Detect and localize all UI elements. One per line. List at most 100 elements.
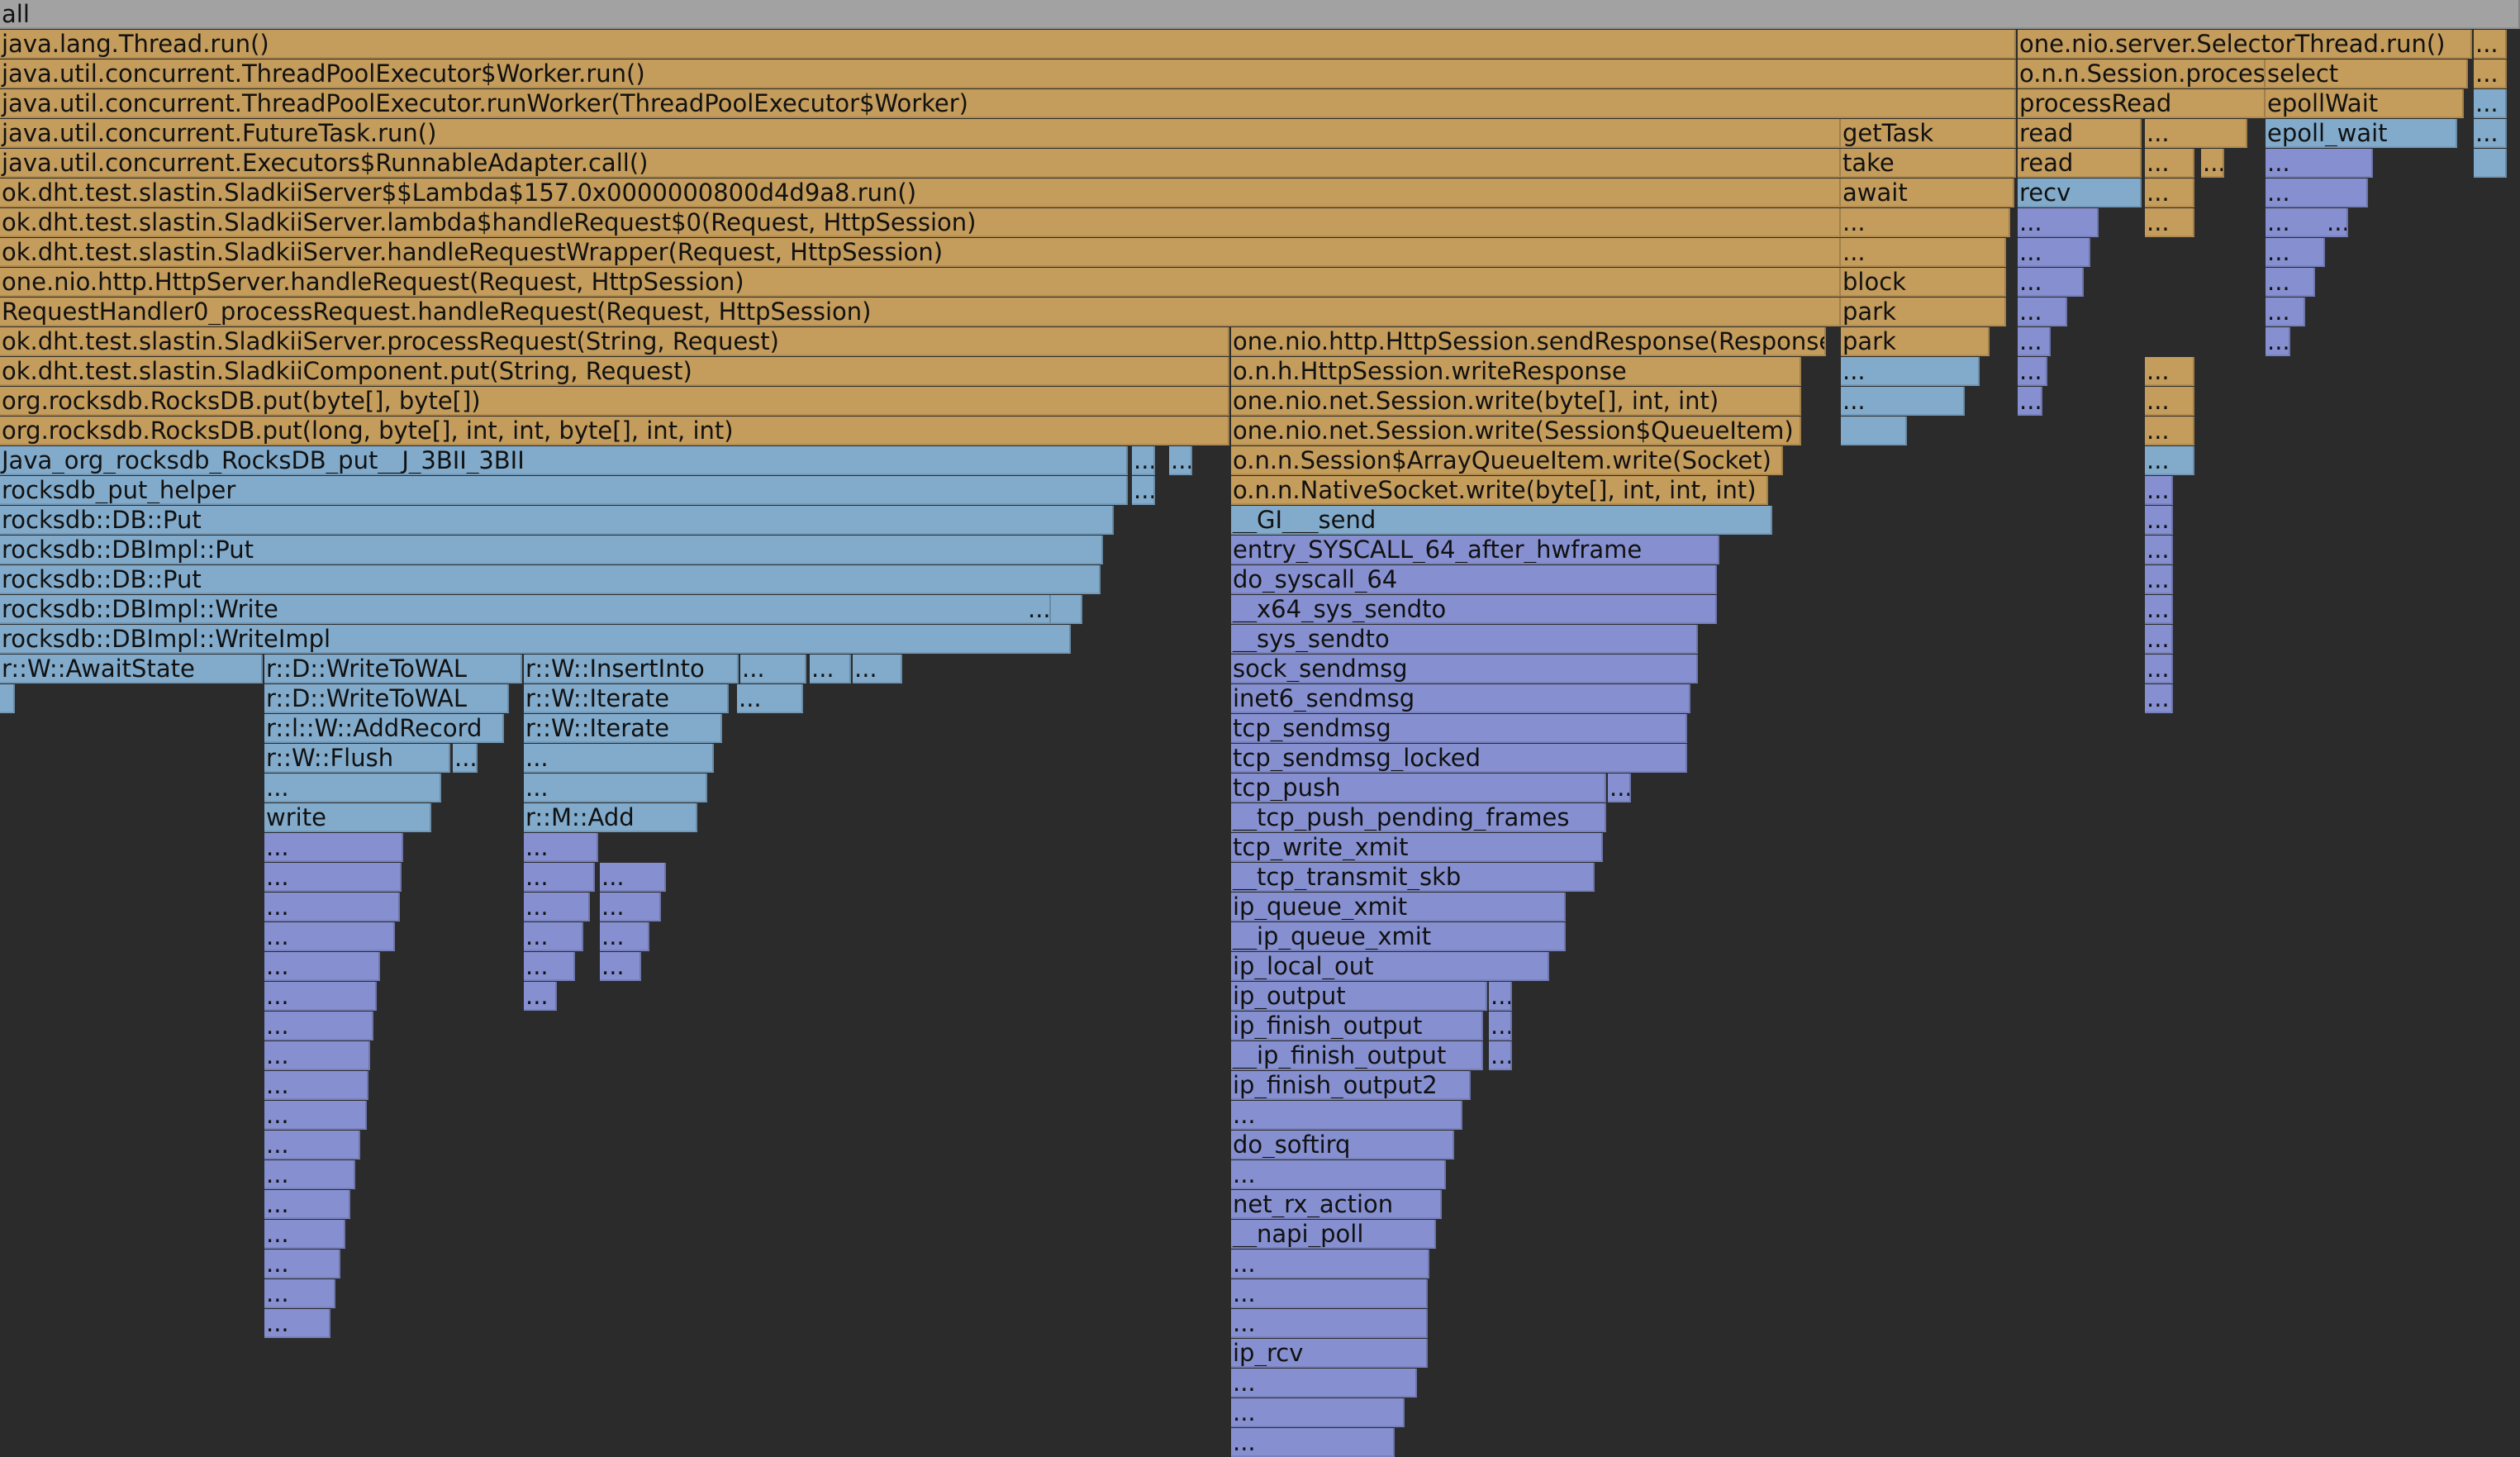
stack-frame[interactable]: ...	[2474, 30, 2507, 59]
stack-frame[interactable]: ...	[2325, 208, 2348, 237]
java-frame[interactable]: one.nio.net.Session.write(Session$QueueI…	[1231, 417, 1801, 445]
kernel-frame[interactable]: sock_sendmsg	[1231, 655, 1698, 683]
native-frame[interactable]: Java_org_rocksdb_RocksDB_put__J_3BII_3BI…	[0, 446, 1128, 475]
kernel-frame[interactable]: net_rx_action	[1231, 1190, 1442, 1219]
kernel-frame[interactable]: ip_output	[1231, 982, 1487, 1011]
kernel-frame[interactable]: __x64_sys_sendto	[1231, 595, 1717, 624]
stack-frame[interactable]: ...	[1608, 774, 1631, 802]
stack-frame[interactable]: ...	[264, 1250, 340, 1278]
stack-frame[interactable]: ...	[810, 655, 851, 683]
native-frame[interactable]: recv	[2018, 179, 2142, 207]
stack-frame[interactable]: ...	[2266, 298, 2305, 326]
stack-frame[interactable]: ...	[1841, 238, 2006, 267]
stack-frame[interactable]: ...	[1231, 1398, 1405, 1427]
stack-frame[interactable]: ...	[264, 1160, 355, 1189]
stack-frame[interactable]: ...	[1132, 446, 1155, 475]
kernel-frame[interactable]: entry_SYSCALL_64_after_hwframe	[1231, 536, 1719, 564]
stack-frame[interactable]: ...	[264, 1071, 368, 1100]
stack-frame[interactable]: ...	[1026, 595, 1051, 624]
stack-frame[interactable]: ...	[524, 833, 598, 862]
stack-frame[interactable]: ...	[2145, 506, 2173, 535]
stack-frame[interactable]: ...	[2018, 298, 2067, 326]
kernel-frame[interactable]: ip_rcv	[1231, 1339, 1428, 1368]
java-frame[interactable]: epollWait	[2266, 89, 2464, 118]
java-frame[interactable]: processRead	[2018, 89, 2266, 118]
java-frame[interactable]: o.n.n.NativeSocket.write(byte[], int, in…	[1231, 476, 1768, 505]
java-frame[interactable]: java.util.concurrent.ThreadPoolExecutor.…	[0, 89, 2016, 118]
native-frame[interactable]: __GI___send	[1231, 506, 1772, 535]
native-frame[interactable]: rocksdb::DB::Put	[0, 565, 1101, 594]
stack-frame[interactable]: ...	[524, 863, 595, 892]
java-frame[interactable]: java.util.concurrent.Executors$RunnableA…	[0, 149, 1841, 178]
stack-frame[interactable]: ...	[2018, 357, 2047, 386]
kernel-frame[interactable]: tcp_push	[1231, 774, 1606, 802]
stack-frame[interactable]: ...	[264, 952, 380, 981]
java-frame[interactable]: org.rocksdb.RocksDB.put(long, byte[], in…	[0, 417, 1229, 445]
stack-frame[interactable]: ...	[737, 684, 803, 713]
java-frame[interactable]: one.nio.http.HttpServer.handleRequest(Re…	[0, 268, 1841, 297]
stack-frame[interactable]: ...	[2145, 595, 2173, 624]
kernel-frame[interactable]: __tcp_push_pending_frames	[1231, 803, 1606, 832]
java-frame[interactable]: one.nio.http.HttpSession.sendResponse(Re…	[1231, 327, 1826, 356]
stack-frame[interactable]: ...	[264, 1309, 330, 1338]
stack-frame[interactable]: ...	[2266, 238, 2325, 267]
root-frame[interactable]: all	[0, 0, 2520, 29]
stack-frame[interactable]: ...	[2266, 149, 2373, 178]
native-frame[interactable]: rocksdb::DBImpl::WriteImpl	[0, 625, 1071, 654]
stack-frame[interactable]: ...	[740, 655, 806, 683]
kernel-frame[interactable]: ip_queue_xmit	[1231, 893, 1566, 921]
native-frame[interactable]: rocksdb::DBImpl::Write	[0, 595, 1082, 624]
stack-frame[interactable]: ...	[264, 1012, 373, 1040]
java-frame[interactable]: one.nio.server.SelectorThread.run()	[2018, 30, 2472, 59]
java-frame[interactable]: getTask	[1841, 119, 2016, 148]
java-frame[interactable]: park	[1841, 298, 2006, 326]
kernel-frame[interactable]: ip_finish_output2	[1231, 1071, 1471, 1100]
kernel-frame[interactable]: tcp_sendmsg	[1231, 714, 1687, 743]
stack-frame[interactable]: ...	[600, 922, 649, 951]
java-frame[interactable]: java.util.concurrent.FutureTask.run()	[0, 119, 1841, 148]
stack-frame[interactable]: ...	[264, 774, 441, 802]
stack-frame[interactable]: ...	[2018, 208, 2099, 237]
stack-frame[interactable]: ...	[2145, 684, 2173, 713]
stack-frame[interactable]: ...	[524, 922, 583, 951]
kernel-frame[interactable]: __tcp_transmit_skb	[1231, 863, 1595, 892]
stack-frame[interactable]: ...	[1489, 1041, 1512, 1070]
stack-frame[interactable]: ...	[1132, 476, 1155, 505]
stack-frame[interactable]: ...	[600, 952, 641, 981]
stack-frame[interactable]: ...	[2474, 119, 2507, 148]
java-frame[interactable]: one.nio.net.Session.write(byte[], int, i…	[1231, 387, 1801, 416]
stack-frame[interactable]: ...	[264, 893, 400, 921]
stack-frame[interactable]: ...	[1231, 1279, 1428, 1308]
stack-frame[interactable]	[0, 684, 15, 713]
stack-frame[interactable]: ...	[2145, 536, 2173, 564]
stack-frame[interactable]: ...	[2145, 387, 2194, 416]
kernel-frame[interactable]: do_softirq	[1231, 1131, 1454, 1159]
native-frame[interactable]: rocksdb_put_helper	[0, 476, 1128, 505]
stack-frame[interactable]: ...	[600, 893, 661, 921]
stack-frame[interactable]: ...	[1841, 208, 2010, 237]
stack-frame[interactable]: ...	[264, 1220, 345, 1249]
stack-frame[interactable]: ...	[524, 893, 590, 921]
stack-frame[interactable]: ...	[1489, 1012, 1512, 1040]
stack-frame[interactable]: ...	[2266, 327, 2290, 356]
stack-frame[interactable]: ...	[2145, 417, 2194, 445]
native-frame[interactable]: r::M::Add	[524, 803, 697, 832]
kernel-frame[interactable]: __ip_queue_xmit	[1231, 922, 1566, 951]
stack-frame[interactable]: ...	[264, 863, 402, 892]
stack-frame[interactable]: ...	[1231, 1428, 1395, 1457]
kernel-frame[interactable]: tcp_write_xmit	[1231, 833, 1603, 862]
native-frame[interactable]: r::D::WriteToWAL	[264, 655, 522, 683]
java-frame[interactable]: java.lang.Thread.run()	[0, 30, 2016, 59]
stack-frame[interactable]: ...	[2145, 446, 2194, 475]
native-frame[interactable]: write	[264, 803, 431, 832]
stack-frame[interactable]: ...	[2018, 327, 2051, 356]
java-frame[interactable]: ok.dht.test.slastin.SladkiiComponent.put…	[0, 357, 1229, 386]
stack-frame[interactable]: ...	[1841, 387, 1965, 416]
stack-frame[interactable]: ...	[1231, 1101, 1462, 1130]
stack-frame[interactable]: ...	[1231, 1309, 1428, 1338]
native-frame[interactable]: r::W::Iterate	[524, 714, 722, 743]
native-frame[interactable]: r::W::AwaitState	[0, 655, 263, 683]
stack-frame[interactable]: ...	[2018, 387, 2042, 416]
stack-frame[interactable]: ...	[524, 982, 557, 1011]
kernel-frame[interactable]: do_syscall_64	[1231, 565, 1717, 594]
